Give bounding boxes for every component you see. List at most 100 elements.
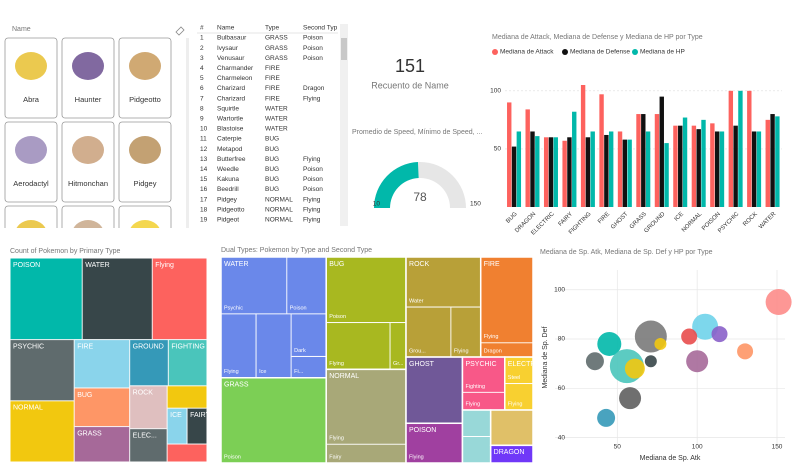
bar (728, 90, 734, 207)
gauge-max: 150 (470, 201, 481, 208)
table-cell: WATER (265, 126, 288, 133)
bar (553, 137, 558, 207)
bar (733, 125, 738, 207)
treemap-child: Dark (291, 313, 327, 357)
chart-title: Mediana de Sp. Atk, Mediana de Sp. Def y… (540, 249, 713, 256)
bubble (737, 343, 754, 360)
bubble (681, 328, 698, 345)
treemap-tile-label: PSYCHIC (13, 343, 44, 350)
table-cell: 10 (200, 126, 208, 133)
table-cell: 8 (200, 105, 204, 112)
treemap-tile: ICE (167, 408, 188, 445)
slicer-card[interactable] (118, 205, 172, 286)
treemap-tile: ELEC... (129, 428, 168, 463)
treemap-tile (167, 385, 208, 409)
table-cell: Metapod (217, 146, 243, 153)
slicer-item-label: Haunter (75, 95, 102, 104)
table-header: Second Typ (303, 25, 338, 32)
treemap-child-rect (450, 307, 481, 358)
treemap-child-label: Water (409, 298, 424, 304)
table-cell: Weedle (217, 166, 239, 173)
treemap-child: Flying (406, 423, 463, 463)
chart-title: Mediana de Attack, Mediana de Defense y … (492, 34, 703, 41)
treemap-child-rect (490, 445, 533, 464)
treemap-child-label: Flying (508, 401, 523, 407)
x-tick-label: ROCK (742, 211, 759, 228)
table-cell: Venusaur (217, 55, 245, 62)
legend-marker (562, 49, 568, 55)
table-cell: 17 (200, 196, 208, 203)
treemap-child: Poison (221, 377, 327, 463)
table-cell: Flying (303, 217, 321, 224)
table-cell: Pidgeot (217, 217, 239, 224)
treemap-tile: Flying (152, 258, 207, 340)
slicer-item-label: Pidgeotto (129, 95, 161, 104)
clear-icon[interactable] (175, 26, 185, 36)
table-cell: Butterfree (217, 156, 246, 163)
treemap-tile-rect (82, 258, 153, 340)
treemap-child: Flying (480, 257, 533, 343)
treemap-child-rect (286, 257, 327, 314)
bubble (619, 387, 642, 410)
treemap-tile-label: GROUND (133, 343, 164, 350)
treemap-group-label: ELECTRIC (508, 361, 543, 368)
treemap-child: Grou... (406, 307, 451, 358)
treemap-group-label: POISON (409, 427, 436, 434)
bar (543, 137, 549, 207)
table-cell: 9 (200, 116, 204, 123)
table-cell: WATER (265, 116, 288, 123)
chart-title: Dual Types: Pokemon by Type and Second T… (221, 247, 372, 254)
y-tick-label: 40 (558, 434, 566, 441)
table-cell: Charizard (217, 95, 246, 102)
slicer-card[interactable] (61, 205, 115, 286)
treemap-tile: NORMAL (10, 400, 75, 462)
table-cell: Poison (303, 186, 323, 193)
bar (770, 114, 775, 207)
treemap-child: Flying (326, 369, 407, 445)
treemap-child-label: Steel (508, 375, 521, 381)
treemap-child: Fighting (462, 357, 505, 393)
bubble (644, 355, 657, 368)
bar (516, 131, 522, 207)
slicer-scroll[interactable] (186, 38, 189, 228)
bar (673, 125, 678, 207)
treemap-child: Poison (326, 257, 407, 323)
pokemon-icon (73, 220, 103, 228)
x-tick-label: ICE (674, 211, 685, 222)
treemap-child: Flying (450, 307, 481, 358)
bar (617, 131, 623, 207)
treemap-child: Fi... (291, 356, 327, 378)
bar (641, 114, 646, 207)
treemap-tile: PSYCHIC (10, 339, 75, 401)
pokemon-icon (129, 136, 161, 164)
treemap-tile-rect (74, 339, 130, 388)
table-cell: 5 (200, 75, 204, 82)
legend-marker (632, 49, 638, 55)
treemap-group-label: BUG (329, 261, 344, 268)
treemap-child: Flying (462, 392, 505, 411)
table-cell: NORMAL (265, 196, 293, 203)
table-cell: 18 (200, 206, 208, 213)
treemap-child-rect (406, 307, 451, 358)
bar (751, 131, 757, 207)
bar (567, 137, 572, 207)
treemap-child-rect (221, 257, 287, 314)
table-cell: 3 (200, 55, 204, 62)
bar (585, 137, 591, 207)
bar (691, 125, 697, 207)
treemap-child-label: Dark (294, 348, 306, 354)
treemap-tile-label: FIRE (77, 343, 93, 350)
table-scroll[interactable] (340, 24, 348, 226)
table-cell: Poison (303, 176, 323, 183)
bar (756, 131, 762, 207)
treemap-child-rect (462, 436, 491, 463)
treemap-child-rect (504, 357, 534, 384)
table-scroll-thumb[interactable] (341, 38, 347, 60)
treemap-tile: FIGHTING (168, 339, 208, 386)
slicer-card[interactable] (4, 205, 58, 286)
treemap-tile-rect (129, 339, 169, 386)
treemap-tile: WATER (82, 258, 153, 340)
table-cell: Poison (303, 166, 323, 173)
y-axis-label: Mediana de Sp. Def (542, 327, 549, 389)
bar (659, 96, 664, 207)
